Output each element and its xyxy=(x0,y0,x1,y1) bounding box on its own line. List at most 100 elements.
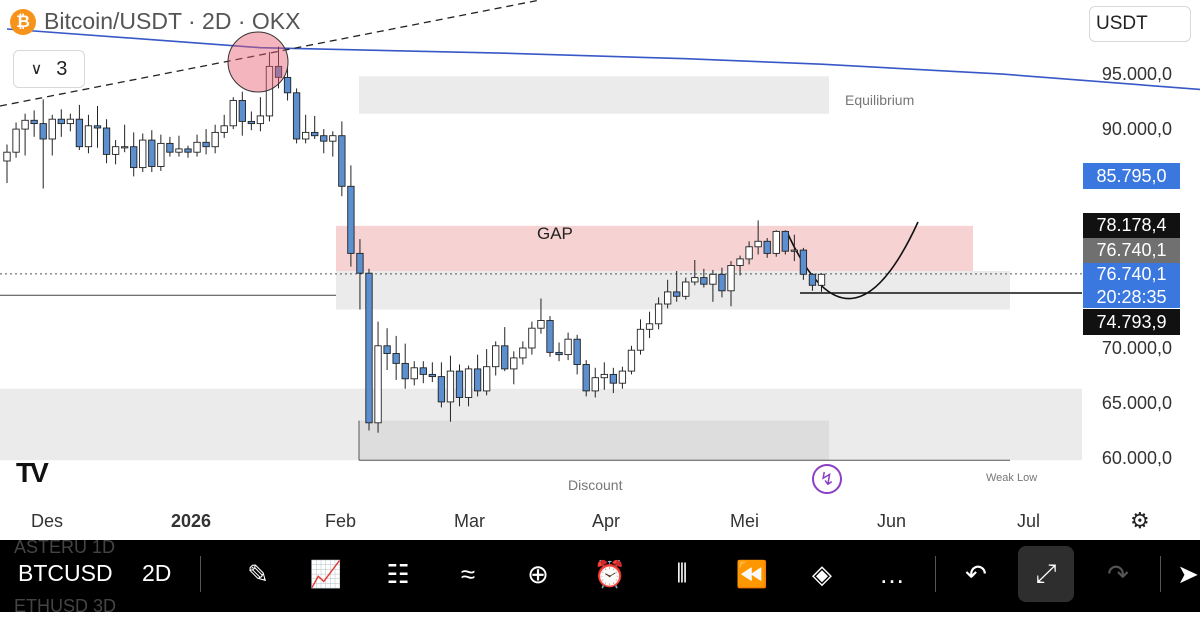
time-tick: Feb xyxy=(325,511,357,531)
bull-candle xyxy=(564,338,572,356)
trend-icon[interactable]: ≈ xyxy=(460,558,476,589)
bear-candle xyxy=(401,362,409,380)
bear-candle xyxy=(546,320,554,353)
bear-candle xyxy=(673,291,681,297)
symbol-button[interactable]: BTCUSD xyxy=(18,560,113,586)
price-chart[interactable] xyxy=(0,0,1200,540)
plus-circle-icon[interactable]: ⊕ xyxy=(527,558,549,589)
countdown-tag: 20:28:35 xyxy=(1083,286,1180,308)
bull-candle xyxy=(636,328,645,351)
bull-candle xyxy=(84,125,93,148)
gear-icon[interactable]: ⚙ xyxy=(1130,508,1150,533)
bull-candle xyxy=(66,118,75,125)
forward-icon[interactable]: ➤ xyxy=(1177,558,1199,589)
bear-candle xyxy=(781,230,789,252)
bull-candle xyxy=(754,240,762,248)
undo-icon[interactable]: ↶ xyxy=(965,558,987,589)
chart-bars-icon[interactable]: 📈 xyxy=(309,558,343,589)
symbol-title: Bitcoin/USDT · 2D · OKX xyxy=(44,8,301,34)
time-tick: Apr xyxy=(592,511,621,531)
bear-candle xyxy=(347,185,355,254)
level-price-tag: 74.793,9 xyxy=(1083,309,1180,335)
discount-inner-zone xyxy=(359,420,829,461)
bull-candle xyxy=(654,303,663,325)
bull-candle xyxy=(12,128,20,153)
bear-candle xyxy=(311,131,319,137)
bull-candle xyxy=(691,277,699,283)
bull-candle xyxy=(483,366,491,392)
bear-candle xyxy=(609,373,618,384)
bull-candle xyxy=(591,377,599,392)
bull-candle xyxy=(157,142,165,167)
bear-candle xyxy=(338,135,346,187)
bear-candle xyxy=(700,277,708,285)
upper-grey-zone xyxy=(336,271,1010,310)
price-tick: 95.000,0 xyxy=(1101,64,1172,84)
lightning-icon[interactable]: ↯ xyxy=(812,464,842,494)
bull-candle xyxy=(229,100,237,127)
overlay-layer xyxy=(227,31,289,93)
price-tick: 65.000,0 xyxy=(1101,393,1172,413)
bear-candle xyxy=(283,76,292,94)
last-price-tag: 76.740,1 xyxy=(1083,263,1180,286)
layers-icon[interactable]: ◈ xyxy=(812,558,832,589)
time-tick: Mei xyxy=(730,511,760,531)
more-icon[interactable]: … xyxy=(879,558,905,589)
ghost-watchlist-row: ASTERU 1D xyxy=(14,537,116,557)
bull-candle xyxy=(193,141,201,153)
indicator-toggle[interactable]: ∨ 3 xyxy=(13,50,85,88)
fullscreen-exit-icon[interactable]: ⤢ xyxy=(1018,546,1074,602)
timeframe-button[interactable]: 2D xyxy=(142,560,172,586)
bull-candle xyxy=(682,281,690,297)
bull-candle xyxy=(302,131,310,140)
time-tick: Mar xyxy=(454,511,485,531)
toolbar-divider xyxy=(935,556,936,592)
bear-candle xyxy=(555,351,563,356)
currency-select[interactable]: USDT xyxy=(1089,6,1191,42)
bear-candle xyxy=(30,119,38,125)
bull-candle xyxy=(492,345,500,368)
symbol-title-bar[interactable]: ₿ Bitcoin/USDT · 2D · OKX xyxy=(10,8,300,35)
bull-candle xyxy=(664,291,672,305)
bull-candle xyxy=(510,357,518,370)
weak-low-label: Weak Low xyxy=(986,472,1038,484)
time-tick-year: 2026 xyxy=(171,511,212,531)
equilibrium-label: Equilibrium xyxy=(845,92,915,108)
redo-icon[interactable]: ↷ xyxy=(1107,558,1129,589)
bull-candle xyxy=(220,125,228,133)
bear-candle xyxy=(718,273,726,292)
moving-average-layer xyxy=(6,28,1200,91)
high-price-tag: 78.178,4 xyxy=(1083,213,1180,238)
discount-label: Discount xyxy=(568,477,623,493)
bear-candle xyxy=(39,123,47,140)
bull-candle xyxy=(21,119,29,130)
alarm-icon[interactable]: ⏰ xyxy=(593,558,627,589)
time-tick: Des xyxy=(31,511,64,531)
bull-candle xyxy=(256,115,265,125)
zones-layer xyxy=(0,76,1082,461)
trendline xyxy=(0,0,541,107)
bear-candle xyxy=(238,100,246,122)
bear-candle xyxy=(419,367,427,375)
candles-icon[interactable]: ⫴ xyxy=(676,558,688,588)
tradingview-logo: TV xyxy=(16,457,49,488)
bear-candle xyxy=(383,345,391,354)
bull-candle xyxy=(537,320,545,329)
bear-candle xyxy=(202,141,210,148)
bear-candle xyxy=(763,240,771,254)
bull-candle xyxy=(709,273,717,285)
bear-candle xyxy=(184,148,192,153)
pen-icon[interactable]: ✎ xyxy=(247,558,269,589)
bull-candle xyxy=(464,368,473,398)
grid-icon[interactable]: ☷ xyxy=(386,558,410,589)
price-tick: 70.000,0 xyxy=(1101,338,1172,358)
toolbar-divider xyxy=(1160,556,1161,592)
bull-candle xyxy=(410,367,418,380)
bull-candle xyxy=(374,345,382,424)
bull-candle xyxy=(627,349,636,372)
bear-candle xyxy=(93,125,102,129)
price-tick: 90.000,0 xyxy=(1101,119,1172,139)
bull-candle xyxy=(600,373,608,379)
replay-icon[interactable]: ⏪ xyxy=(735,558,769,589)
bear-candle xyxy=(320,135,328,142)
